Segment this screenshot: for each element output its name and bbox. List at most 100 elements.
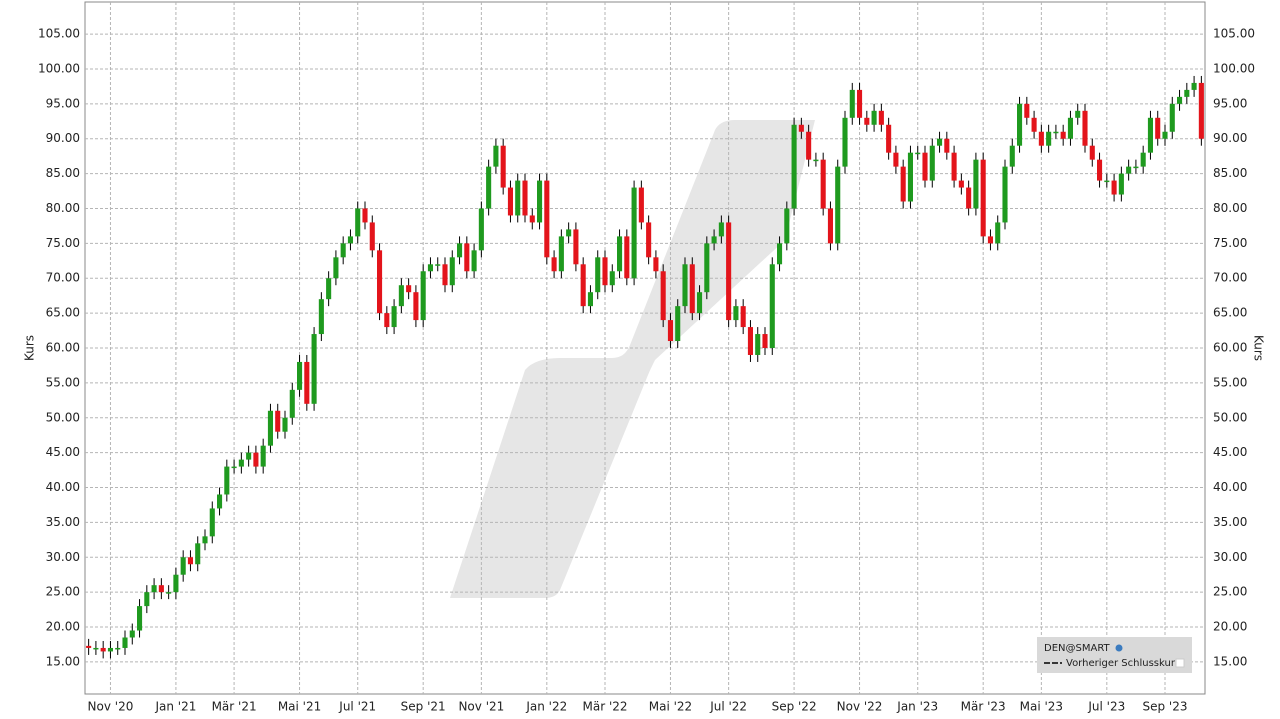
candle-body — [893, 152, 899, 167]
y2-tick-label: 75.00 — [1213, 236, 1247, 250]
candle-body — [267, 410, 273, 446]
candle-body — [951, 152, 957, 181]
candle-body — [449, 257, 455, 286]
candle-body — [100, 647, 106, 652]
x-tick-label: Mär '22 — [582, 700, 627, 714]
candle-body — [1155, 117, 1161, 139]
candle-body — [1133, 166, 1139, 169]
candle-body — [1097, 159, 1103, 181]
candle-body — [1111, 180, 1117, 195]
candle-body — [442, 264, 448, 286]
candle-body — [493, 145, 499, 167]
candle-body — [551, 257, 557, 272]
candle-body — [1024, 103, 1030, 118]
candle-body — [667, 320, 673, 342]
y2-tick-label: 15.00 — [1213, 654, 1247, 668]
candle-body — [871, 110, 877, 125]
candle-body — [151, 585, 157, 593]
x-tick-label: Sep '21 — [401, 700, 446, 714]
candle-body — [1009, 145, 1015, 167]
candle-body — [1169, 103, 1175, 132]
y-tick-label: 80.00 — [46, 201, 80, 215]
candle-body — [820, 159, 826, 209]
candle-body — [857, 89, 863, 118]
candle-body — [195, 543, 201, 565]
candle-body — [238, 459, 244, 467]
candle-body — [915, 152, 921, 155]
candle-body — [471, 250, 477, 272]
y-tick-label: 65.00 — [46, 306, 80, 320]
candle-body — [384, 313, 390, 328]
candle-body — [922, 152, 928, 181]
x-tick-label: Nov '20 — [88, 700, 134, 714]
candle-body — [1118, 173, 1124, 195]
x-tick-label: Mär '23 — [961, 700, 1006, 714]
candle-body — [602, 257, 608, 286]
legend-box — [1037, 637, 1192, 673]
candle-body — [406, 285, 412, 293]
candle-body — [1017, 103, 1023, 146]
candle-body — [246, 452, 252, 460]
candle-body — [973, 159, 979, 209]
candle-body — [333, 257, 339, 279]
candle-body — [507, 187, 513, 216]
candle-body — [609, 271, 615, 286]
legend-icon — [1115, 644, 1123, 652]
candle-body — [173, 574, 179, 593]
candle-body — [827, 208, 833, 244]
candle-body — [566, 229, 572, 237]
candle-body — [1053, 131, 1059, 134]
candle-body — [500, 145, 506, 188]
candle-body — [958, 180, 964, 188]
candle-body — [624, 236, 630, 279]
candle-body — [1104, 180, 1110, 183]
candle-body — [464, 243, 470, 272]
candle-body — [835, 166, 841, 244]
candle-body — [929, 145, 935, 181]
candle-body — [369, 222, 375, 251]
candle-body — [733, 306, 739, 321]
candle-body — [529, 215, 535, 223]
y-tick-label: 100.00 — [38, 61, 80, 75]
candle-body — [86, 645, 92, 648]
y2-tick-label: 45.00 — [1213, 445, 1247, 459]
candle-body — [849, 89, 855, 118]
y2-tick-label: 100.00 — [1213, 61, 1255, 75]
candle-body — [478, 208, 484, 251]
candle-body — [340, 243, 346, 258]
legend-checkbox[interactable] — [1175, 658, 1185, 668]
candle-body — [1140, 152, 1146, 167]
candle-body — [784, 208, 790, 244]
candle-body — [1184, 89, 1190, 97]
candle-body — [275, 410, 281, 432]
x-tick-label: Jan '23 — [896, 700, 938, 714]
candle-body — [711, 236, 717, 244]
candle-body — [718, 222, 724, 237]
candle-body — [886, 124, 892, 153]
y2-tick-label: 85.00 — [1213, 166, 1247, 180]
y-tick-label: 70.00 — [46, 271, 80, 285]
candle-body — [878, 110, 884, 125]
candle-body — [1147, 117, 1153, 153]
candle-body — [580, 264, 586, 307]
candle-body — [209, 508, 215, 537]
candle-body — [355, 208, 361, 237]
candle-body — [726, 222, 732, 321]
candle-body — [1031, 117, 1037, 132]
candle-body — [166, 592, 172, 594]
candle-body — [537, 180, 543, 223]
y2-tick-label: 65.00 — [1213, 306, 1247, 320]
candle-body — [544, 180, 550, 258]
x-tick-label: Mai '21 — [278, 700, 321, 714]
candle-body — [638, 187, 644, 223]
x-tick-label: Mär '21 — [212, 700, 257, 714]
candle-body — [900, 166, 906, 202]
x-tick-label: Jul '23 — [1087, 700, 1125, 714]
candle-body — [420, 271, 426, 321]
candle-body — [1162, 131, 1168, 139]
candle-body — [202, 536, 208, 544]
y-tick-label: 75.00 — [46, 236, 80, 250]
candle-body — [980, 159, 986, 237]
x-tick-label: Mai '22 — [649, 700, 692, 714]
